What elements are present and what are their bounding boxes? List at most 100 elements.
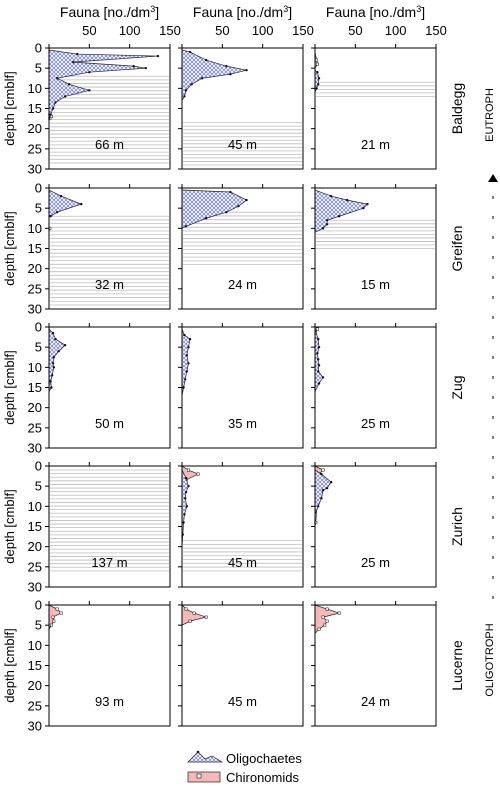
oligochaetes-point <box>51 331 55 335</box>
oligochaetes-point <box>67 83 71 86</box>
oligochaetes-point <box>225 64 228 68</box>
y-tick-label: 0 <box>35 320 42 335</box>
x-axis-title-end: ] <box>155 4 159 20</box>
chironomids-point <box>315 58 319 62</box>
oligochaetes-point <box>317 364 321 367</box>
trophic-bottom-label: OLIGOTROPH <box>484 623 496 696</box>
oligochaetes-point <box>183 95 186 98</box>
y-tick-label: 10 <box>28 360 42 375</box>
oligochaetes-point <box>49 380 52 383</box>
x-tick-label: 100 <box>252 23 274 38</box>
oligochaetes-point <box>182 386 185 389</box>
oligochaetes-point <box>185 370 189 373</box>
y-axis-title: depth [cmblf] <box>2 489 17 563</box>
y-tick-label: 20 <box>28 261 42 276</box>
oligochaetes-area <box>181 328 191 412</box>
oligochaetes-point <box>317 345 321 349</box>
y-tick-label: 10 <box>28 81 42 96</box>
x-axis-title-end: ] <box>288 4 292 20</box>
oligochaetes-area <box>181 49 247 102</box>
chironomids-point <box>52 619 56 623</box>
oligochaetes-point <box>49 113 52 116</box>
chironomids-point <box>315 62 319 66</box>
chironomids-point <box>325 607 329 611</box>
y-tick-label: 20 <box>28 678 42 693</box>
oligochaetes-point <box>320 497 323 500</box>
y-tick-label: 30 <box>28 719 42 734</box>
trophic-arrow-icon <box>488 174 498 182</box>
water-depth-label: 25 m <box>361 416 390 431</box>
x-axis-title-main: Fauna [no./dm <box>193 4 283 20</box>
oligochaetes-point <box>187 484 190 488</box>
legend-chironomids-marker <box>196 773 202 779</box>
core-panel: 0 5 10 15 20 25 30 137 m <box>28 459 171 595</box>
chironomids-point <box>323 623 327 627</box>
core-panel: 0 5 10 15 20 25 30 93 m <box>28 598 171 734</box>
oligochaetes-point <box>184 491 188 494</box>
core-panel: 21 m <box>311 44 437 170</box>
y-tick-label: 30 <box>28 441 42 456</box>
oligochaetes-point <box>325 486 329 490</box>
oligochaetes-point <box>245 68 248 72</box>
x-axis-title-sup: 3 <box>283 4 288 14</box>
lake-name: Baldegg <box>449 83 465 134</box>
water-depth-label: 24 m <box>361 694 390 709</box>
oligochaetes-point <box>366 202 369 206</box>
oligochaetes-point <box>321 489 325 492</box>
oligochaetes-point <box>88 89 91 92</box>
water-depth-label: 93 m <box>95 694 124 709</box>
chironomids-point <box>196 472 200 476</box>
lake-name: Zurich <box>449 507 465 546</box>
core-panel: 0 5 10 15 20 25 30 32 m <box>28 181 171 317</box>
chironomids-point <box>59 611 63 615</box>
oligochaetes-point <box>63 95 67 98</box>
core-panel: 35 m <box>178 323 304 449</box>
oligochaetes-point <box>185 354 189 357</box>
x-tick-label: 100 <box>119 23 141 38</box>
core-panel: 24 m <box>311 601 437 727</box>
oligochaetes-area <box>48 49 158 121</box>
oligochaetes-point <box>315 87 318 90</box>
core-panel: 45 m <box>178 462 304 588</box>
oligochaetes-point <box>237 204 240 208</box>
chironomids-point <box>49 623 53 627</box>
oligochaetes-point <box>317 337 320 341</box>
x-axis-title-end: ] <box>421 4 425 20</box>
y-tick-label: 0 <box>35 181 42 196</box>
oligochaetes-point <box>54 101 57 104</box>
core-panel: 25 m <box>311 462 437 588</box>
oligochaetes-point <box>200 77 204 80</box>
y-tick-label: 0 <box>35 598 42 613</box>
chironomids-point <box>188 619 192 623</box>
chironomids-point <box>337 611 341 615</box>
trophic-top-label: EUTROPH <box>484 88 496 142</box>
chironomids-point <box>325 619 329 623</box>
oligochaetes-point <box>316 352 319 355</box>
x-axis-title-sup: 3 <box>416 4 421 14</box>
chironomids-point <box>321 468 325 472</box>
oligochaetes-point <box>185 505 189 508</box>
y-tick-label: 10 <box>28 499 42 514</box>
lake-name: Zug <box>449 375 465 399</box>
oligochaetes-point <box>72 60 75 64</box>
oligochaetes-point <box>317 358 320 361</box>
chironomids-point <box>51 615 55 619</box>
y-tick-label: 25 <box>28 559 42 574</box>
lake-name: Greifen <box>449 226 465 272</box>
core-panel: 15 m <box>311 184 437 310</box>
y-tick-label: 15 <box>28 519 42 534</box>
y-tick-label: 25 <box>28 141 42 156</box>
legend-chironomids-label: Chironomids <box>226 770 299 785</box>
oligochaetes-point <box>184 476 188 480</box>
oligochaetes-point <box>51 362 55 365</box>
oligochaetes-point <box>57 350 60 353</box>
oligochaetes-point <box>317 77 321 80</box>
water-depth-label: 32 m <box>95 277 124 292</box>
chironomids-point <box>187 468 190 472</box>
x-tick-label: 150 <box>425 23 447 38</box>
oligochaetes-point <box>317 505 320 508</box>
core-panel: 45 m <box>178 601 304 727</box>
oligochaetes-point <box>80 202 83 206</box>
x-axis-title-sup: 3 <box>150 4 155 14</box>
